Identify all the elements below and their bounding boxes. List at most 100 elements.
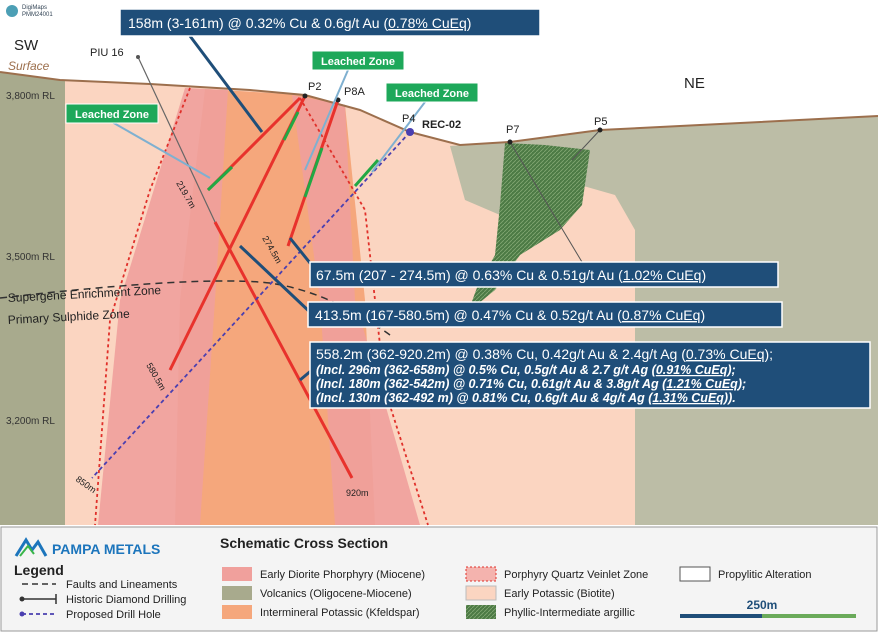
drill-hole-leached: [206, 165, 234, 192]
direction-label: NE: [684, 75, 705, 92]
legend-label: Early Potassic (Biotite): [504, 588, 615, 600]
legend-swatch: [222, 567, 252, 581]
callout-cueq: 1.21% CuEq: [666, 377, 738, 391]
callout-box: [309, 261, 779, 288]
surface-line: [0, 71, 878, 147]
legend-label: Porphyry Quartz Veinlet Zone: [504, 569, 648, 581]
leader-line: [238, 244, 314, 316]
direction-label: SW: [14, 37, 39, 54]
callout-box: [307, 301, 783, 328]
callout-box: [119, 8, 541, 37]
hole-label: P7: [506, 124, 519, 136]
callout-cueq: 1.31% CuEq: [652, 391, 724, 405]
callout-text: 558.2m (362-920.2m) @ 0.38% Cu, 0.42g/t …: [316, 346, 686, 362]
surface-label: Surface: [8, 59, 50, 73]
collar: [507, 139, 513, 145]
brand-name: PAMPA METALS: [52, 541, 160, 557]
hole-label: P2: [308, 81, 321, 93]
hole-label: REC-02: [422, 119, 461, 131]
callout-text: )).: [722, 391, 736, 405]
volcanics-left: [0, 72, 65, 525]
hole-label: P4: [402, 113, 415, 125]
drill-hole-trace: [509, 141, 583, 263]
leached-zone-label: Leached Zone: [321, 56, 395, 68]
legend-label: Faults and Lineaments: [66, 579, 178, 591]
collar: [302, 93, 308, 99]
brand-logo: [19, 544, 35, 557]
callout-text: ): [700, 307, 705, 323]
collar: [335, 97, 341, 103]
collar: [597, 127, 603, 133]
logo-text: DigiMaps: [22, 5, 47, 11]
elevation-label: 3,500m RL: [6, 252, 55, 263]
callout-text: 67.5m (207 - 274.5m) @ 0.63% Cu & 0.51g/…: [316, 267, 706, 283]
legend-swatch: [679, 566, 711, 582]
legend-swatch: [19, 596, 25, 602]
callout-text: 413.5m (167-580.5m) @ 0.47% Cu & 0.52g/t…: [315, 307, 622, 323]
drill-hole-trace: [571, 129, 601, 161]
callout-text: ): [467, 15, 472, 31]
legend-swatch: [222, 605, 252, 619]
callout-text: (Incl. 130m (362-492 m) @ 0.81% Cu, 0.6g…: [316, 391, 736, 405]
callout-text: ): [701, 267, 706, 283]
legend-label: Volcanics (Oligocene-Miocene): [260, 588, 412, 600]
callout-text: 558.2m (362-920.2m) @ 0.38% Cu, 0.42g/t …: [316, 346, 773, 362]
proposed-collar: [406, 128, 414, 136]
callout-text: (Incl. 296m (362-658m) @ 0.5% Cu, 0.5g/t…: [316, 363, 736, 377]
leader-line: [188, 35, 264, 133]
legend-swatch: [465, 585, 497, 601]
legend-swatch: [466, 605, 496, 619]
callout-text: 413.5m (167-580.5m) @ 0.47% Cu & 0.52g/t…: [315, 307, 705, 323]
leached-zone-tag: [311, 50, 405, 71]
leached-zone-label: Leached Zone: [395, 88, 469, 100]
legend-title: Schematic Cross Section: [220, 535, 388, 551]
callout-text: 67.5m (207 - 274.5m) @ 0.63% Cu & 0.51g/…: [316, 267, 623, 283]
leached-zone-label: Leached Zone: [75, 109, 149, 121]
leader-line: [371, 101, 426, 173]
collar: [136, 55, 140, 59]
leached-zone-tag: [385, 82, 479, 103]
legend-label: Historic Diamond Drilling: [66, 594, 186, 606]
callout-text: );: [764, 346, 773, 362]
hole-label: P8A: [344, 86, 365, 98]
diorite-left: [98, 88, 228, 525]
callout-text: 158m (3-161m) @ 0.32% Cu & 0.6g/t Au (0.…: [128, 15, 471, 31]
drill-hole-leached: [353, 159, 380, 187]
drill-hole-trace: [213, 221, 354, 479]
legend-label: Proposed Drill Hole: [66, 609, 161, 621]
callout-cueq: 0.87% CuEq: [622, 307, 701, 323]
leader-line: [304, 69, 349, 171]
scale-label: 250m: [747, 598, 778, 612]
depth-label: 920m: [346, 488, 369, 498]
callout-box: [309, 341, 871, 409]
legend-swatch: [465, 566, 497, 582]
hole-label: P5: [594, 116, 607, 128]
callout-text: (Incl. 180m (362-542m) @ 0.71% Cu, 0.61g…: [316, 377, 746, 391]
callout-cueq: 1.02% CuEq: [623, 267, 702, 283]
legend-panel: [0, 526, 878, 632]
callout-text: 158m (3-161m) @ 0.32% Cu & 0.6g/t Au (: [128, 15, 388, 31]
proposed-drill-hole: [91, 131, 411, 479]
drill-hole-trace: [168, 95, 307, 371]
callout-text: (Incl. 130m (362-492 m) @ 0.81% Cu, 0.6g…: [316, 391, 654, 405]
callout-cueq: 0.73% CuEq: [686, 346, 765, 362]
legend-label: Early Diorite Phorphyry (Miocene): [260, 569, 425, 581]
leader-line: [111, 121, 211, 179]
legend-label: Phyllic-Intermediate argillic: [504, 607, 635, 619]
legend-label: Propylitic Alteration: [718, 569, 812, 581]
elevation-label: 3,800m RL: [6, 91, 55, 102]
hole-label: PIU 16: [90, 47, 124, 59]
callout-cueq: 0.91% CuEq: [656, 363, 728, 377]
veinlet-zone-left: [94, 87, 191, 526]
callout-text: );: [725, 363, 735, 377]
zone-label: Primary Sulphide Zone: [7, 307, 130, 327]
callout-cueq: 0.78% CuEq: [388, 15, 467, 31]
elevation-label: 3,200m RL: [6, 416, 55, 427]
callout-text: );: [736, 377, 746, 391]
legend-swatch: [19, 611, 25, 617]
legend-label: Intermineral Potassic (Kfeldspar): [260, 607, 420, 619]
drill-hole-leached: [282, 111, 300, 141]
drill-hole-trace: [137, 56, 216, 223]
drill-hole-leached: [303, 147, 324, 198]
